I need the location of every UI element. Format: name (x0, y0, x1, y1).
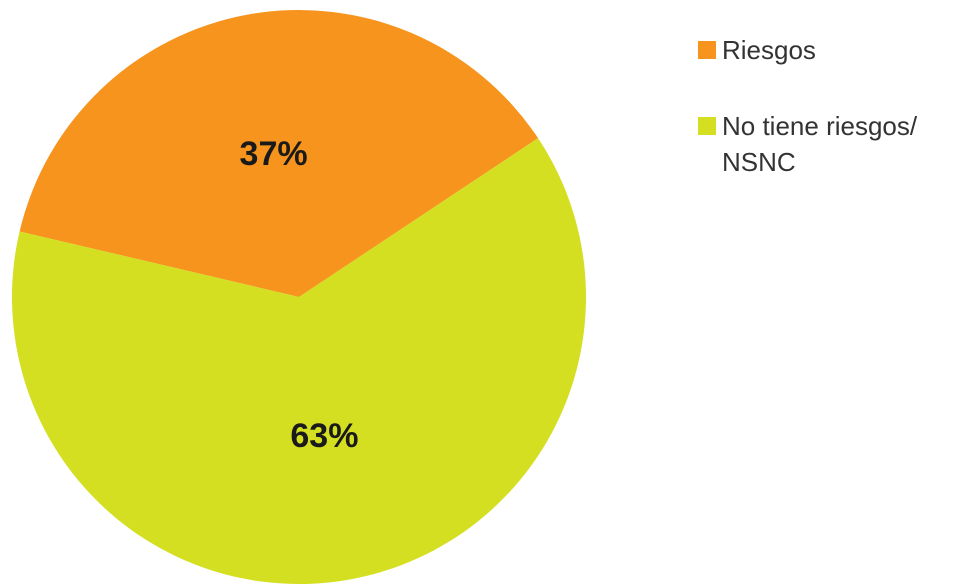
value-label: 63% (290, 417, 358, 455)
legend: Riesgos No tiene riesgos/ NSNC (698, 32, 980, 220)
legend-item: Riesgos (698, 32, 980, 68)
legend-swatch (698, 41, 716, 59)
legend-item: No tiene riesgos/ NSNC (698, 108, 980, 180)
legend-label: No tiene riesgos/ NSNC (722, 111, 918, 177)
legend-swatch (698, 117, 716, 135)
value-label: 37% (240, 135, 308, 173)
pie-slice (11, 138, 586, 584)
legend-label: Riesgos (722, 35, 816, 65)
pie-slice (19, 9, 539, 298)
